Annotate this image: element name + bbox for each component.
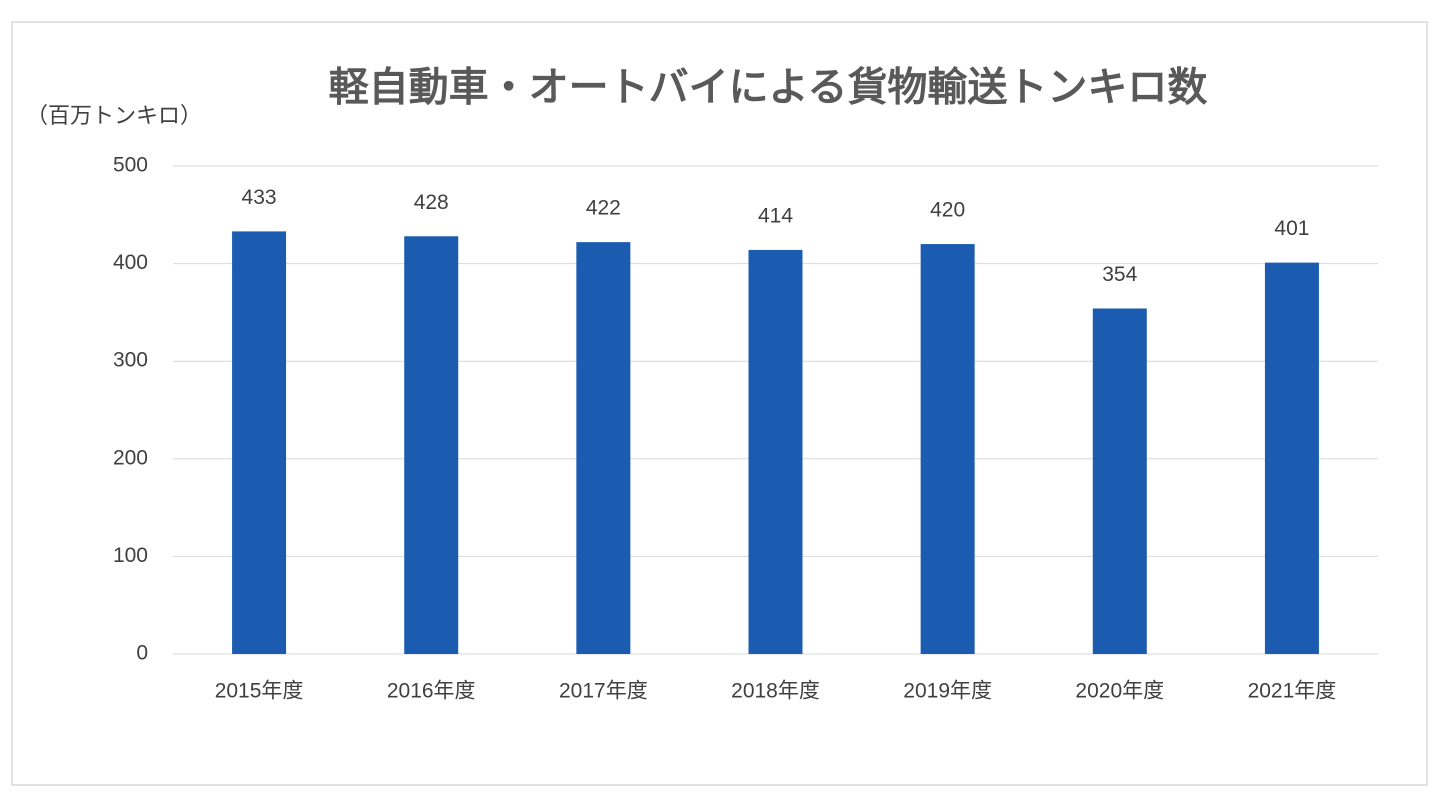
y-tick-label: 300 [113, 349, 148, 372]
x-tick-label: 2018年度 [731, 680, 820, 703]
x-tick-label: 2017年度 [559, 680, 648, 703]
bar [748, 249, 803, 654]
chart-frame [11, 21, 1428, 786]
x-tick-label: 2015年度 [215, 680, 304, 703]
x-tick-label: 2021年度 [1248, 680, 1337, 703]
y-tick-label: 400 [113, 251, 148, 274]
data-label: 433 [242, 186, 277, 209]
bar [920, 244, 975, 654]
bar [404, 236, 459, 654]
data-label: 414 [758, 204, 793, 227]
bar [1264, 262, 1319, 654]
y-axis-label: （百万トンキロ） [26, 103, 202, 128]
y-tick-label: 200 [113, 446, 148, 469]
y-tick-label: 100 [113, 544, 148, 567]
y-tick-label: 0 [136, 642, 148, 665]
data-label: 401 [1274, 217, 1309, 240]
bar [576, 242, 631, 655]
data-label: 420 [930, 199, 965, 222]
bar [1092, 308, 1147, 654]
x-tick-label: 2020年度 [1075, 680, 1164, 703]
data-label: 422 [586, 197, 621, 220]
chart-title: 軽自動車・オートバイによる貨物輸送トンキロ数 [329, 66, 1208, 110]
y-tick-label: 500 [113, 154, 148, 177]
bar [232, 231, 287, 654]
x-tick-label: 2016年度 [387, 680, 476, 703]
data-label: 428 [414, 191, 449, 214]
x-tick-label: 2019年度 [903, 680, 992, 703]
data-label: 354 [1102, 263, 1137, 286]
